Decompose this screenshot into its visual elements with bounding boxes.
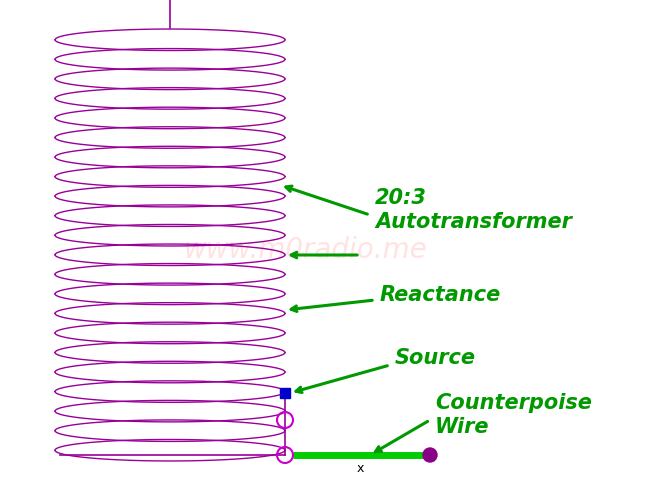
Text: Source: Source	[395, 348, 476, 368]
Text: 20:3
Autotransformer: 20:3 Autotransformer	[375, 188, 572, 232]
Circle shape	[423, 448, 437, 462]
Text: x: x	[356, 462, 364, 475]
Text: Reactance: Reactance	[380, 285, 501, 305]
Text: www.m0radio.me: www.m0radio.me	[183, 236, 428, 264]
Text: Counterpoise
Wire: Counterpoise Wire	[435, 394, 592, 436]
Bar	[280, 388, 290, 398]
